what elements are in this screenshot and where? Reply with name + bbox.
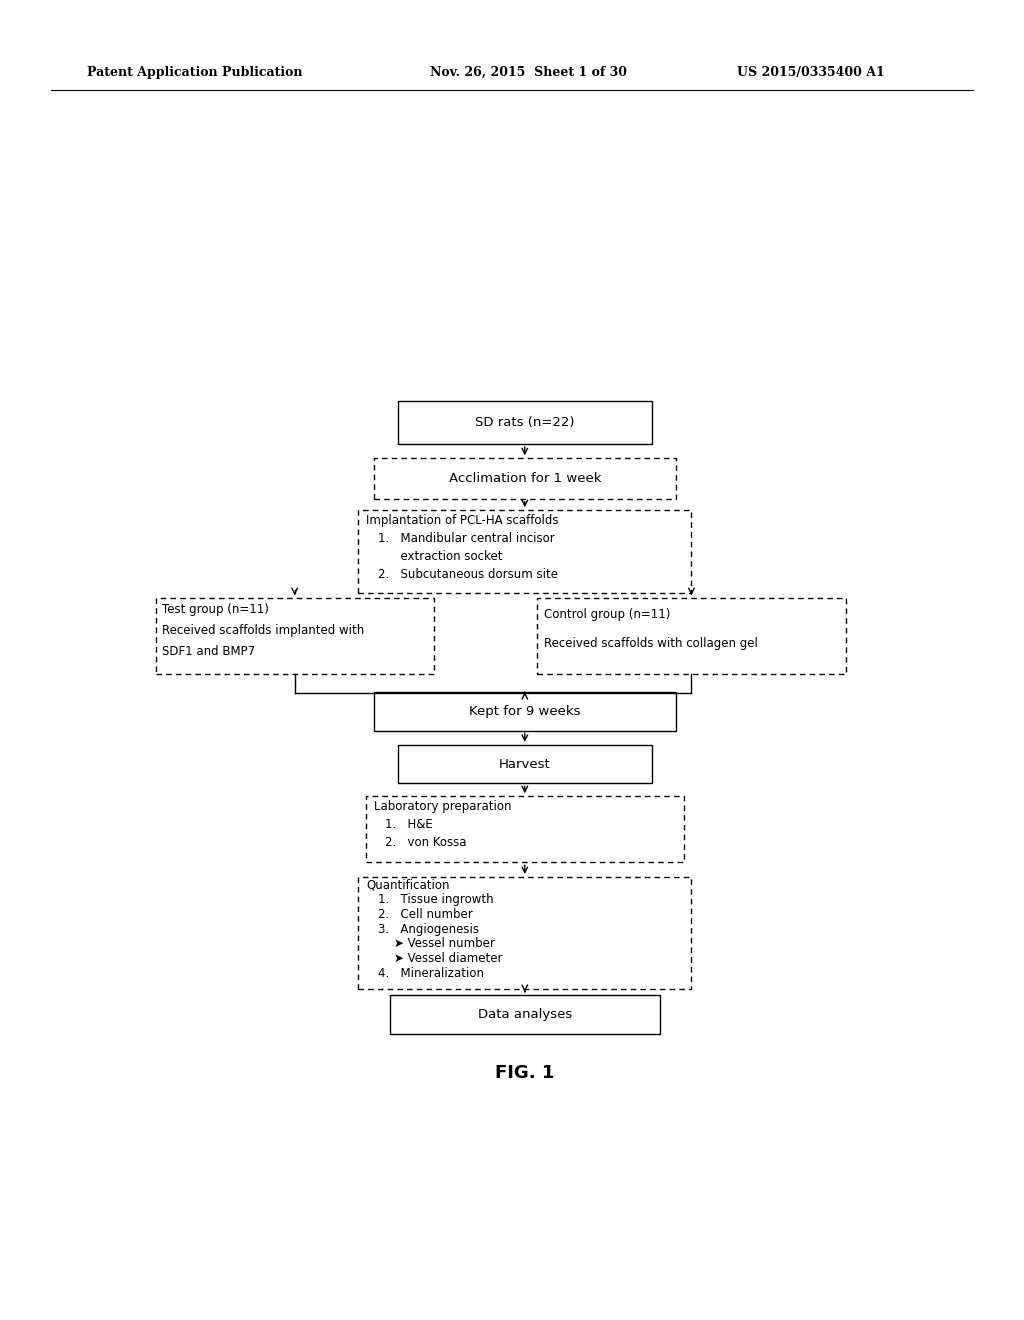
Text: SD rats (n=22): SD rats (n=22) xyxy=(475,416,574,429)
Text: 4.   Mineralization: 4. Mineralization xyxy=(378,966,484,979)
Text: 2.   Cell number: 2. Cell number xyxy=(378,908,473,921)
Text: Test group (n=11): Test group (n=11) xyxy=(163,603,269,616)
Text: extraction socket: extraction socket xyxy=(378,549,503,562)
Bar xyxy=(358,510,691,594)
Bar xyxy=(390,995,659,1034)
Text: Laboratory preparation: Laboratory preparation xyxy=(374,800,511,813)
Text: ➤ Vessel diameter: ➤ Vessel diameter xyxy=(394,952,503,965)
Text: 2.   von Kossa: 2. von Kossa xyxy=(385,837,467,850)
Text: Patent Application Publication: Patent Application Publication xyxy=(87,66,302,79)
Text: Received scaffolds with collagen gel: Received scaffolds with collagen gel xyxy=(544,638,758,649)
Bar xyxy=(156,598,433,675)
Text: Data analyses: Data analyses xyxy=(477,1007,572,1020)
Text: Received scaffolds implanted with: Received scaffolds implanted with xyxy=(163,624,365,638)
Text: 1.   Mandibular central incisor: 1. Mandibular central incisor xyxy=(378,532,555,545)
Bar xyxy=(374,692,676,731)
Text: Nov. 26, 2015  Sheet 1 of 30: Nov. 26, 2015 Sheet 1 of 30 xyxy=(430,66,627,79)
Bar xyxy=(358,876,691,989)
Text: Harvest: Harvest xyxy=(499,758,551,771)
Text: Control group (n=11): Control group (n=11) xyxy=(544,607,671,620)
Bar xyxy=(537,598,846,675)
Text: 2.   Subcutaneous dorsum site: 2. Subcutaneous dorsum site xyxy=(378,568,558,581)
Text: Quantification: Quantification xyxy=(367,879,450,891)
Bar xyxy=(397,744,651,784)
Text: FIG. 1: FIG. 1 xyxy=(496,1064,554,1082)
Text: 1.   H&E: 1. H&E xyxy=(385,818,433,832)
Text: 1.   Tissue ingrowth: 1. Tissue ingrowth xyxy=(378,894,494,907)
Bar xyxy=(374,458,676,499)
Text: Kept for 9 weeks: Kept for 9 weeks xyxy=(469,705,581,718)
Text: Acclimation for 1 week: Acclimation for 1 week xyxy=(449,473,601,484)
Bar xyxy=(367,796,684,862)
Text: US 2015/0335400 A1: US 2015/0335400 A1 xyxy=(737,66,885,79)
Text: SDF1 and BMP7: SDF1 and BMP7 xyxy=(163,645,256,659)
Text: 3.   Angiogenesis: 3. Angiogenesis xyxy=(378,923,479,936)
Text: Implantation of PCL-HA scaffolds: Implantation of PCL-HA scaffolds xyxy=(367,513,558,527)
Text: ➤ Vessel number: ➤ Vessel number xyxy=(394,937,495,950)
Bar xyxy=(397,401,651,444)
